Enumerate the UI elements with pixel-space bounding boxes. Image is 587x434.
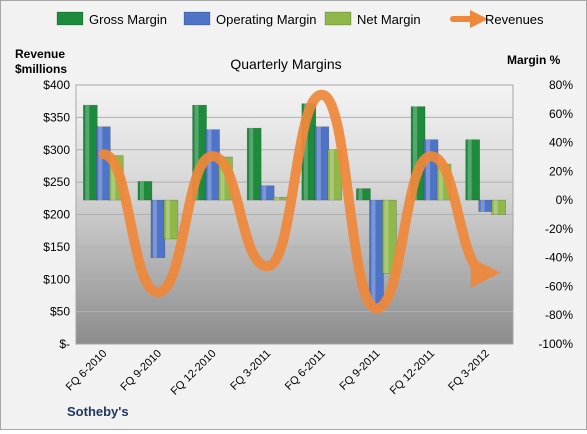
bar-highlight (85, 105, 90, 201)
bar-net-margin (382, 199, 397, 274)
legend-label: Gross Margin (89, 12, 167, 27)
bar-highlight (316, 126, 321, 201)
right-axis-tick-label: 80% (549, 78, 573, 92)
bar-highlight (207, 129, 212, 201)
bar-highlight (384, 200, 389, 274)
bar-highlight (480, 200, 485, 212)
right-axis-tick-label: 0% (556, 193, 574, 207)
x-axis-tick-label: FQ 6-2010 (64, 348, 110, 394)
legend: Gross Margin Operating Margin Net Margin Re… (56, 10, 544, 28)
x-axis-tick-label: FQ 12-2010 (169, 348, 219, 398)
right-axis-tick-label: -60% (545, 279, 573, 293)
right-axis-tick-label: 60% (549, 107, 573, 121)
bar-highlight (439, 164, 444, 201)
legend-swatch (56, 11, 84, 26)
left-axis-tick-label: $300 (43, 143, 70, 157)
bar-highlight (111, 155, 116, 201)
left-axis-tick-label: $50 (50, 305, 70, 319)
bar-highlight (467, 139, 472, 201)
bar-highlight (371, 200, 376, 309)
bar-highlight (98, 126, 103, 201)
legend-swatch (324, 11, 352, 26)
bar-highlight (413, 106, 418, 201)
bar-highlight (329, 149, 334, 201)
right-axis-tick-label: 40% (549, 136, 573, 150)
right-axis-label: Margin % (507, 53, 561, 67)
bar-highlight (220, 156, 225, 201)
bar-highlight (165, 200, 170, 239)
x-axis-tick-label: FQ 12-2011 (388, 348, 437, 397)
legend-swatch (183, 11, 211, 26)
bar-highlight (152, 200, 157, 258)
bar-gross-margin (465, 139, 480, 201)
left-axis-label-line2: $millions (15, 62, 67, 76)
bar-highlight (262, 185, 267, 201)
legend-label: Revenues (485, 12, 544, 27)
bar-operating-margin (259, 185, 275, 201)
bar-gross-margin (137, 181, 153, 201)
bar-net-margin (491, 199, 506, 215)
right-axis-tick-label: 20% (549, 164, 573, 178)
bar-gross-margin (246, 127, 262, 201)
x-axis-tick-label: FQ 6-2011 (283, 348, 328, 393)
left-axis-label-line1: Revenue (15, 47, 65, 61)
left-axis-tick-label: $250 (43, 175, 70, 189)
left-axis-tick-label: $200 (43, 208, 70, 222)
legend-label: Operating Margin (216, 12, 316, 27)
right-axis-tick-label: -100% (538, 337, 573, 351)
bar-highlight (493, 200, 498, 215)
bar-highlight (358, 188, 363, 201)
bar-highlight (426, 139, 431, 201)
bar-highlight (249, 128, 254, 201)
bar-highlight (194, 105, 199, 201)
x-axis-tick-label: FQ 9-2011 (337, 348, 382, 393)
x-axis-tick-label: FQ 3-2012 (446, 348, 492, 394)
source-label: Sotheby's (67, 404, 129, 419)
bar-highlight (139, 181, 144, 201)
left-axis-tick-label: $- (59, 337, 70, 351)
left-axis-tick-label: $400 (43, 78, 70, 92)
left-axis-tick-label: $150 (43, 240, 70, 254)
bar-highlight (303, 103, 308, 201)
x-axis-tick-label: FQ 3-2011 (228, 348, 273, 393)
bar-gross-margin (356, 188, 371, 201)
revenue-line (98, 89, 501, 314)
right-axis-tick-label: -20% (545, 222, 573, 236)
legend-label: Net Margin (357, 12, 421, 27)
right-axis-tick-label: -40% (545, 251, 573, 265)
x-axis-tick-label: FQ 9-2010 (118, 348, 164, 394)
bar-net-margin (163, 199, 179, 240)
left-axis-tick-label: $350 (43, 110, 70, 124)
left-axis-tick-label: $100 (43, 272, 70, 286)
bar-highlight (275, 197, 280, 201)
chart-title: Quarterly Margins (230, 56, 341, 72)
right-axis-tick-label: -80% (545, 308, 573, 322)
